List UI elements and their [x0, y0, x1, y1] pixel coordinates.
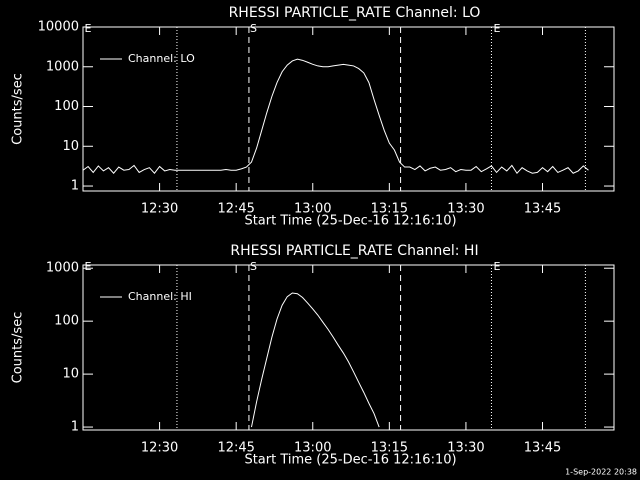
y-tick-label: 100	[54, 99, 79, 114]
chart-title: RHESSI PARTICLE_RATE Channel: HI	[230, 243, 478, 259]
x-tick-label: 12:45	[217, 441, 254, 456]
x-tick-label: 12:45	[217, 202, 254, 217]
y-tick-label: 1000	[46, 261, 79, 276]
marker-label: E	[85, 260, 92, 273]
footer: 1-Sep-2022 20:38	[565, 468, 637, 477]
x-tick-label: 13:00	[294, 202, 331, 217]
x-tick-label: 12:30	[141, 202, 178, 217]
x-tick-label: 12:30	[141, 441, 178, 456]
plot-area	[250, 292, 380, 428]
x-tick-label: 13:45	[524, 202, 561, 217]
y-tick-label: 1	[71, 420, 79, 435]
y-tick-label: 100	[54, 314, 79, 329]
x-tick-label: 13:15	[371, 441, 408, 456]
marker-label: S	[250, 260, 257, 273]
data-line	[83, 58, 589, 175]
x-axis-label: Start Time (25-Dec-16 12:16:10)	[244, 214, 456, 229]
y-tick-label: 1000	[46, 59, 79, 74]
legend-label: Channel: LO	[128, 52, 195, 65]
y-axis-label: Counts/sec	[11, 312, 26, 384]
marker-label: E	[494, 22, 501, 35]
marker-label: E	[494, 260, 501, 273]
x-tick-label: 13:30	[447, 441, 484, 456]
x-tick-label: 13:00	[294, 441, 331, 456]
chart-title: RHESSI PARTICLE_RATE Channel: LO	[229, 5, 481, 21]
y-tick-label: 10	[62, 139, 79, 154]
y-tick-label: 10	[62, 367, 79, 382]
marker-label: E	[85, 22, 92, 35]
y-tick-label: 1	[71, 179, 79, 194]
plot-frame	[82, 26, 615, 192]
x-tick-label: 13:30	[447, 202, 484, 217]
marker-label: S	[250, 22, 257, 35]
x-axis-label: Start Time (25-Dec-16 12:16:10)	[244, 453, 456, 468]
x-tick-label: 13:15	[371, 202, 408, 217]
y-tick-label: 10000	[38, 20, 79, 35]
plot-frame	[82, 264, 615, 431]
data-line	[250, 292, 380, 428]
x-tick-label: 13:45	[524, 441, 561, 456]
y-axis-label: Counts/sec	[11, 73, 26, 145]
legend-label: Channel: HI	[128, 290, 192, 303]
plot-area	[83, 58, 589, 175]
